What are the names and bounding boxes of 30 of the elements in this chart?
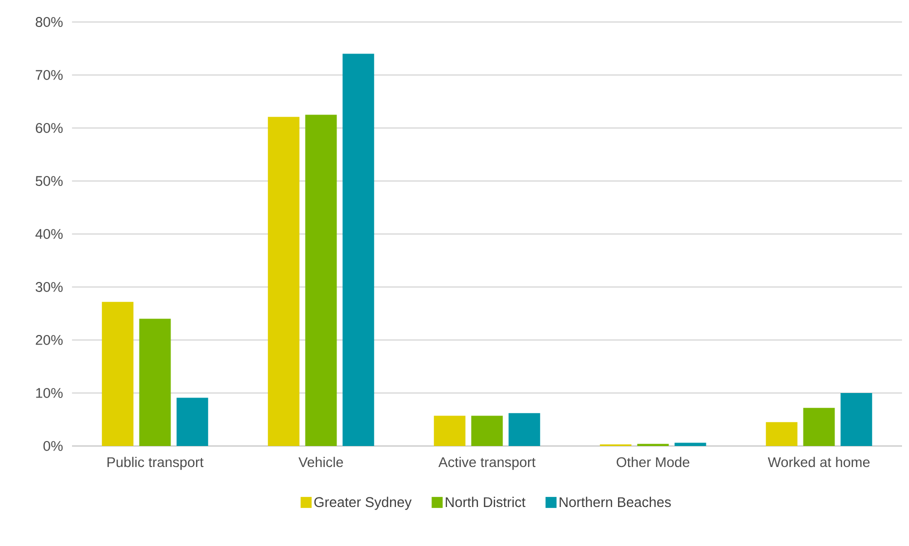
bar [305, 114, 337, 446]
y-tick-label: 80% [36, 17, 63, 27]
legend-label: Northern Beaches [560, 496, 671, 508]
x-tick-label: Active transport [438, 456, 536, 470]
x-tick-label: Public transport [108, 456, 204, 470]
y-tick-label: 20% [36, 335, 63, 345]
y-tick-label: 50% [36, 176, 63, 186]
bar [342, 54, 374, 446]
y-tick-label: 60% [36, 123, 63, 133]
bar [268, 116, 300, 446]
bar [766, 422, 798, 446]
bar [803, 408, 835, 446]
bar [434, 416, 466, 446]
x-tick-label: Other Mode [616, 456, 690, 468]
bar [471, 416, 503, 446]
legend-label: North District [446, 496, 526, 508]
x-tick-label: Worked at home [768, 456, 870, 468]
bar [674, 442, 706, 446]
y-tick-label: 0% [43, 441, 63, 451]
x-tick-label: Vehicle [298, 456, 343, 468]
bar [139, 318, 171, 446]
bar [176, 398, 208, 446]
bar [102, 302, 134, 446]
bar [840, 392, 872, 446]
bar [508, 413, 540, 446]
legend-label: Greater Sydney [314, 496, 412, 510]
y-tick-label: 70% [36, 70, 63, 80]
y-tick-label: 40% [35, 229, 63, 239]
y-tick-label: 30% [36, 282, 63, 292]
y-tick-label: 10% [36, 388, 63, 398]
